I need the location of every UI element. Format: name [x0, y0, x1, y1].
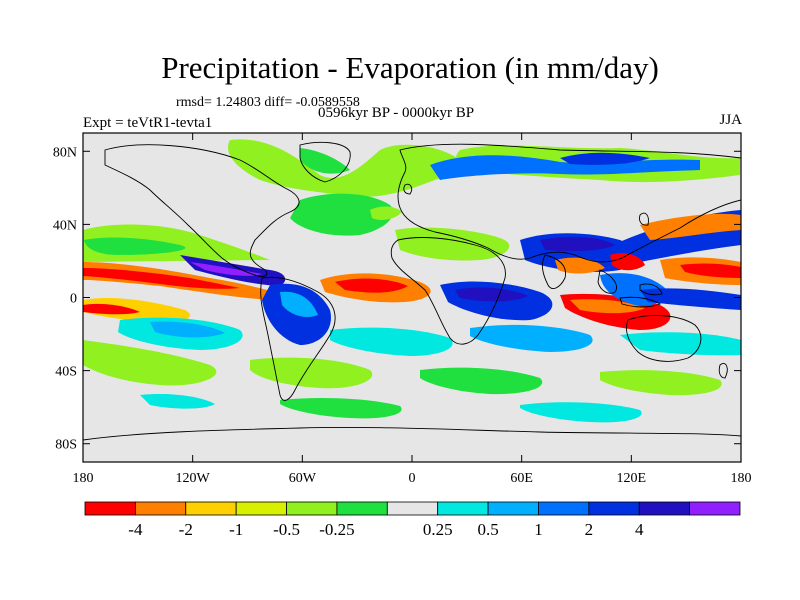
colorbar-box — [437, 501, 489, 516]
colorbar-box — [235, 501, 287, 516]
colorbar-box — [538, 501, 590, 516]
colorbar-label: -1 — [229, 520, 243, 539]
stats-text: rmsd= 1.24803 diff= -0.0589558 — [176, 95, 360, 110]
colorbar-box — [638, 501, 691, 516]
colorbar-label: -0.25 — [319, 520, 354, 539]
colorbar-box — [336, 501, 388, 516]
y-tick-label: 40N — [53, 218, 77, 233]
period-text: 0596kyr BP - 0000kyr BP — [318, 105, 475, 121]
colorbar-label: 4 — [635, 520, 644, 539]
colorbar-label: -4 — [128, 520, 143, 539]
season-label: JJA — [719, 112, 742, 128]
colorbar-label: -2 — [179, 520, 193, 539]
x-tick-label: 120W — [176, 471, 211, 486]
colorbar-box — [386, 501, 439, 516]
x-tick-label: 180 — [731, 471, 752, 486]
x-tick-label: 60E — [510, 471, 533, 486]
colorbar-box — [689, 501, 741, 516]
colorbar-box — [84, 501, 136, 516]
y-tick-label: 80S — [55, 438, 77, 453]
colorbar-label: 0.5 — [477, 520, 498, 539]
colorbar-box — [185, 501, 237, 516]
colorbar: -4 -2 -1 -0.5 -0.25 0.25 0.5 1 2 4 — [84, 501, 741, 539]
colorbar-box — [286, 501, 338, 516]
colorbar-box — [588, 501, 640, 516]
colorbar-label: 0.25 — [423, 520, 453, 539]
y-tick-label: 40S — [55, 365, 77, 380]
colorbar-label: 2 — [585, 520, 594, 539]
colorbar-label: 1 — [534, 520, 543, 539]
figure-title: Precipitation - Evaporation (in mm/day) — [161, 50, 659, 85]
x-tick-label: 120E — [617, 471, 647, 486]
y-tick-label: 0 — [70, 292, 77, 307]
colorbar-label: -0.5 — [273, 520, 300, 539]
y-axis: 80N 40N 0 40S 80S — [53, 145, 741, 453]
field-shading — [83, 139, 741, 423]
colorbar-box — [134, 501, 187, 516]
experiment-label: Expt = teVtR1-tevta1 — [83, 115, 213, 131]
x-tick-label: 0 — [409, 471, 416, 486]
x-tick-label: 180 — [73, 471, 94, 486]
y-tick-label: 80N — [53, 145, 77, 160]
colorbar-box — [487, 501, 539, 516]
x-axis: 180 120W 60W 0 60E 120E 180 — [73, 133, 752, 486]
coastlines — [83, 141, 741, 441]
x-tick-label: 60W — [289, 471, 317, 486]
